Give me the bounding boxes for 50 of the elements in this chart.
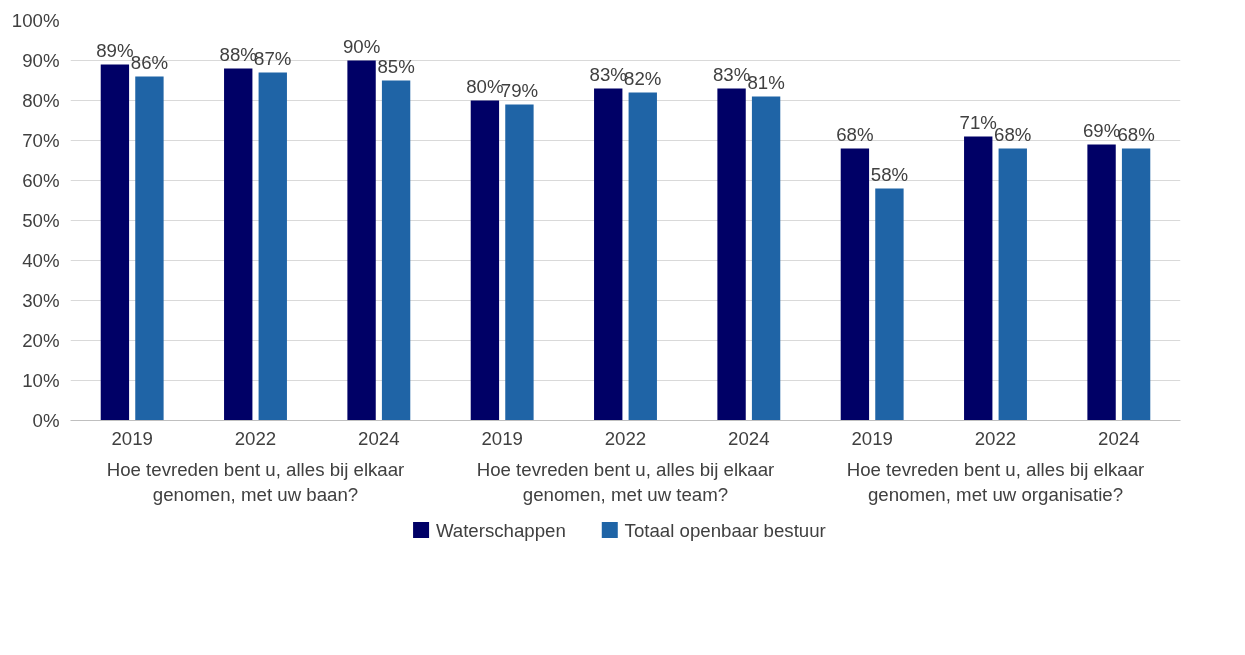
x-tick-label: 2022 xyxy=(604,427,647,449)
y-tick-label: 90% xyxy=(22,50,60,71)
y-tick-label: 10% xyxy=(22,370,60,391)
bar xyxy=(1087,144,1116,421)
x-tick-label: 2022 xyxy=(234,427,277,449)
bar xyxy=(751,96,781,421)
bar xyxy=(381,80,411,421)
y-tick-label: 60% xyxy=(22,170,60,191)
bar xyxy=(628,92,657,421)
x-tick-label: 2019 xyxy=(851,427,893,449)
bar xyxy=(224,68,253,421)
legend-label: Totaal openbaar bestuur xyxy=(624,519,826,541)
x-tick-label: 2019 xyxy=(111,427,153,449)
bar xyxy=(717,88,746,421)
legend-label: Waterschappen xyxy=(435,519,566,541)
x-tick-label: 2024 xyxy=(1098,427,1140,449)
bar xyxy=(594,88,623,421)
data-label: 68% xyxy=(836,123,874,145)
y-tick-label: 30% xyxy=(22,290,60,311)
y-tick-label: 100% xyxy=(11,10,60,31)
text: Hoe tevreden bent u, alles bij elkaar genomen, met uw team? xyxy=(476,458,775,505)
data-label: 82% xyxy=(624,67,662,89)
y-tick-label: 40% xyxy=(22,250,60,271)
x-tick-label: 2024 xyxy=(728,427,770,449)
bar xyxy=(1121,148,1151,421)
bar xyxy=(258,72,287,421)
data-label: 58% xyxy=(870,163,909,185)
data-label: 68% xyxy=(1117,123,1155,145)
bar xyxy=(100,64,130,421)
x-tick-label: 2022 xyxy=(974,427,1017,449)
bar xyxy=(998,148,1027,421)
y-tick-label: 70% xyxy=(22,130,60,151)
text: Hoe tevreden bent u, alles bij elkaar genomen, met uw organisatie? xyxy=(846,458,1145,505)
y-tick-label: 80% xyxy=(22,90,60,111)
text: Hoe tevreden bent u, alles bij elkaar genomen, met uw baan? xyxy=(106,458,405,505)
bar xyxy=(470,100,500,421)
data-label: 85% xyxy=(377,55,415,77)
data-label: 90% xyxy=(342,35,381,57)
y-tick-label: 20% xyxy=(22,330,60,351)
y-tick-label: 0% xyxy=(32,410,60,431)
bar xyxy=(875,188,904,421)
data-label: 87% xyxy=(254,47,292,69)
bar xyxy=(964,136,993,421)
x-tick-label: 2024 xyxy=(358,427,400,449)
bar xyxy=(135,76,164,421)
bar xyxy=(347,60,376,421)
y-tick-label: 50% xyxy=(22,210,60,231)
x-tick-label: 2019 xyxy=(481,427,523,449)
bar xyxy=(840,148,870,421)
bar xyxy=(505,104,534,421)
